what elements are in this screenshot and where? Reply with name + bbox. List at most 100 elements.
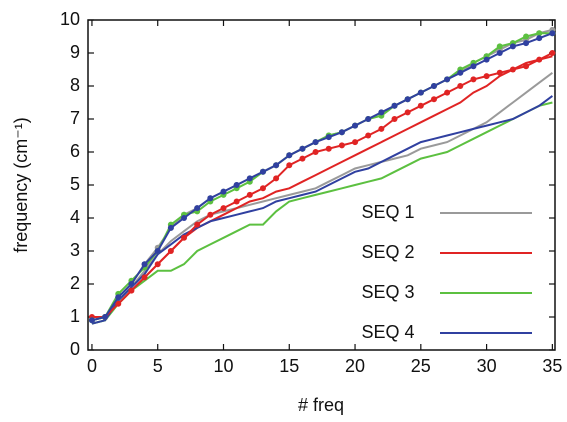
data-point [509, 43, 516, 50]
data-point [496, 69, 503, 76]
y-tick-label: 8 [70, 75, 80, 95]
data-point [220, 188, 227, 195]
data-point [391, 102, 398, 109]
y-tick-label: 5 [70, 174, 80, 194]
data-point [312, 139, 319, 146]
x-tick-label: 0 [87, 356, 97, 376]
data-point [128, 281, 135, 287]
data-point [88, 317, 95, 324]
data-point [167, 248, 174, 254]
data-point [352, 139, 359, 146]
y-tick-label: 3 [70, 240, 80, 260]
series-line [91, 72, 553, 322]
x-tick-label: 20 [345, 356, 365, 376]
data-point [430, 96, 437, 103]
y-tick-label: 2 [70, 273, 80, 293]
data-point [338, 129, 345, 136]
x-tick-label: 10 [213, 356, 233, 376]
y-tick-label: 1 [70, 306, 80, 326]
data-point [115, 294, 122, 301]
data-point [509, 66, 516, 73]
data-point [536, 30, 543, 37]
legend-label: SEQ 1 [361, 202, 414, 222]
series-line [91, 95, 553, 325]
data-point [444, 89, 451, 96]
data-point [312, 149, 319, 155]
data-point [246, 191, 253, 198]
data-point [404, 109, 411, 116]
data-point [378, 125, 385, 132]
y-tick-label: 6 [70, 141, 80, 161]
data-point [194, 221, 201, 228]
data-point [325, 145, 332, 152]
data-point [115, 300, 122, 307]
data-point [523, 63, 530, 70]
data-point [141, 274, 148, 281]
data-point [207, 195, 214, 202]
data-point [536, 56, 543, 63]
y-tick-label: 9 [70, 42, 80, 62]
data-point [549, 50, 556, 56]
data-point [536, 35, 543, 42]
data-point [286, 162, 293, 169]
legend-label: SEQ 3 [361, 282, 414, 302]
data-point [181, 215, 188, 221]
data-point [154, 261, 161, 268]
data-point [102, 314, 109, 320]
data-point [391, 116, 398, 122]
data-point [273, 175, 280, 182]
data-point [273, 162, 280, 169]
x-tick-label: 15 [279, 356, 299, 376]
data-point [233, 198, 240, 205]
data-point [457, 83, 464, 89]
y-tick-label: 4 [70, 207, 80, 227]
data-point [444, 76, 451, 83]
legend-label: SEQ 2 [361, 242, 414, 262]
data-point [207, 211, 214, 218]
x-tick-label: 25 [411, 356, 431, 376]
data-point [259, 168, 266, 175]
data-point [325, 134, 332, 141]
data-point [470, 63, 477, 70]
data-point [430, 83, 437, 89]
data-point [365, 116, 372, 122]
data-point [457, 69, 464, 76]
series-line [91, 28, 553, 322]
series-line [91, 55, 553, 318]
legend-label: SEQ 4 [361, 322, 414, 342]
data-point [141, 261, 148, 268]
data-point [378, 109, 385, 116]
data-point [523, 33, 530, 40]
data-point [154, 248, 161, 254]
data-point [286, 152, 293, 159]
y-tick-label: 10 [60, 9, 80, 29]
data-point [549, 30, 556, 37]
y-tick-label: 0 [70, 339, 80, 359]
data-point [181, 234, 188, 241]
y-tick-label: 7 [70, 108, 80, 128]
data-point [483, 56, 490, 63]
data-point [246, 175, 253, 182]
x-axis-label: # freq [298, 395, 344, 415]
data-point [128, 287, 135, 294]
x-tick-label: 30 [477, 356, 497, 376]
data-point [167, 224, 174, 231]
series-line [91, 101, 553, 325]
y-axis-label: frequency (cm⁻¹) [11, 117, 31, 253]
data-point [483, 73, 490, 80]
data-point [299, 145, 306, 152]
data-point [365, 132, 372, 139]
data-point [470, 76, 477, 83]
data-point [259, 185, 266, 192]
data-point [417, 102, 424, 109]
data-point [404, 96, 411, 103]
data-point [496, 50, 503, 56]
data-point [496, 43, 503, 50]
data-point [523, 40, 530, 47]
data-point [220, 205, 227, 212]
data-point [194, 205, 201, 212]
data-point [299, 155, 306, 162]
data-point [352, 122, 359, 129]
data-point [417, 89, 424, 96]
